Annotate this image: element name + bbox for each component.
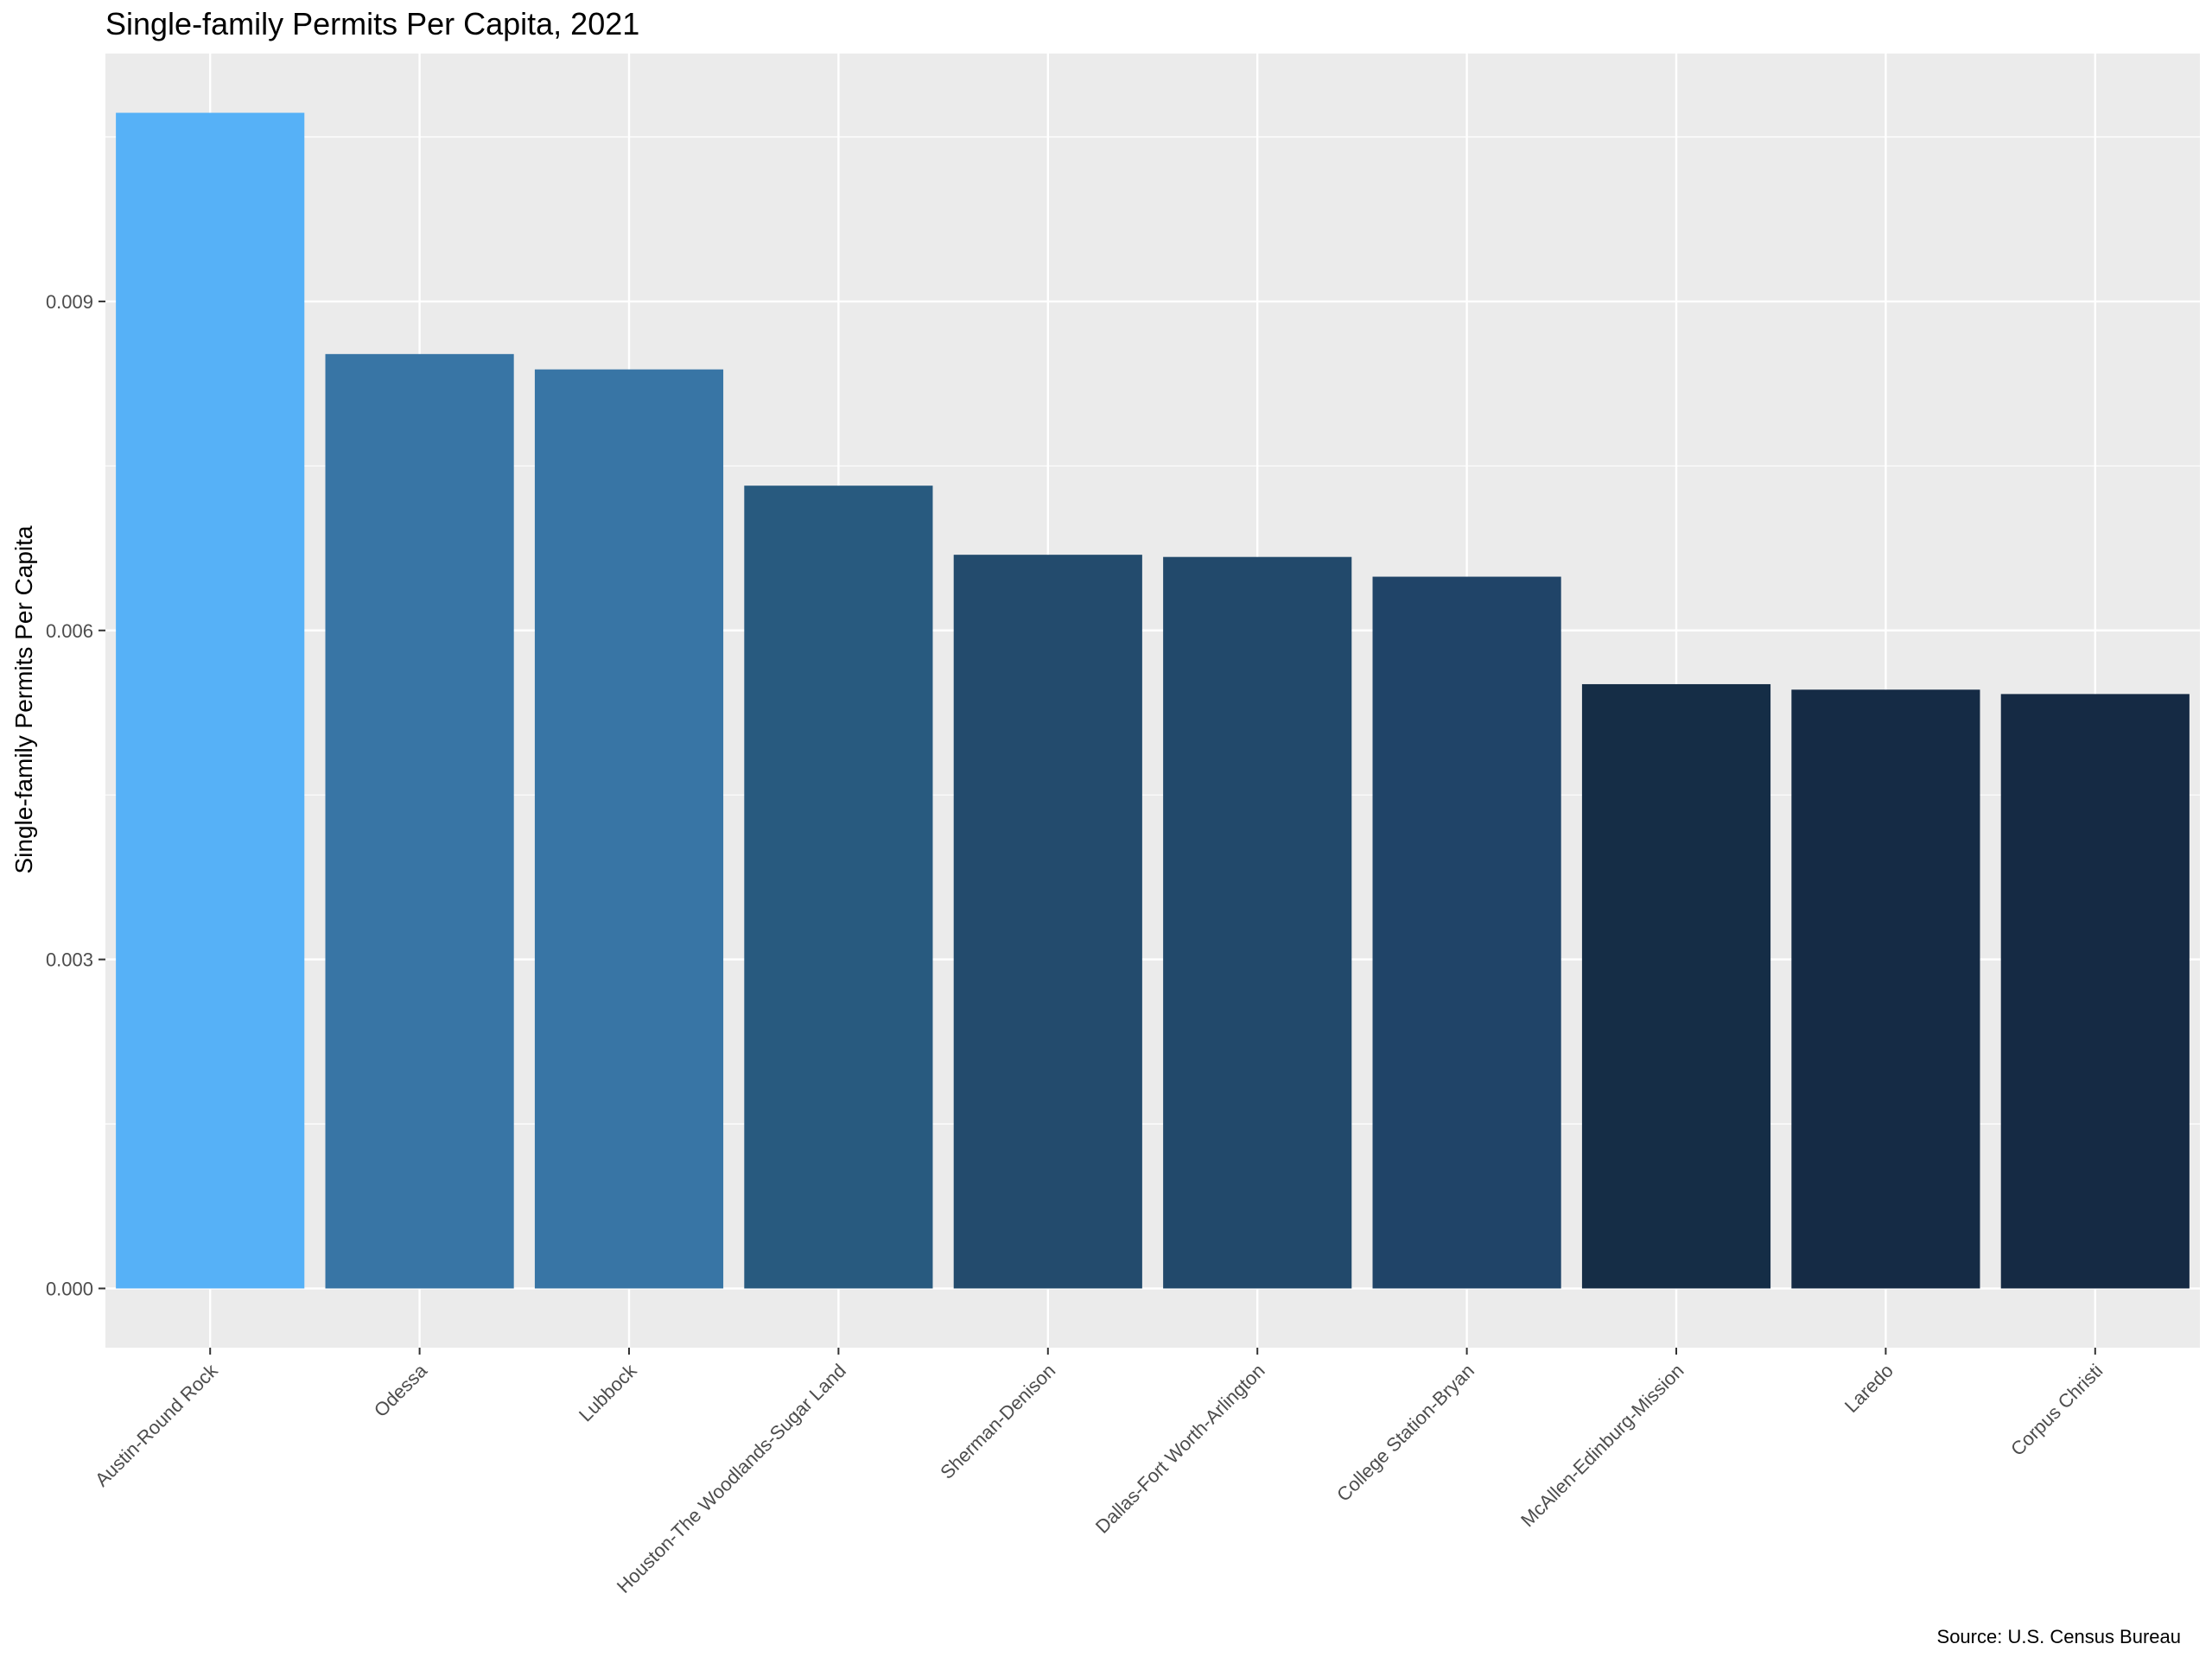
x-tick-label: College Station-Bryan xyxy=(1332,1360,1478,1506)
x-tick-label: Dallas-Fort Worth-Arlington xyxy=(1091,1360,1269,1538)
x-tick-label: Corpus Christi xyxy=(2006,1360,2107,1460)
bar-corpus-christi xyxy=(2000,694,2190,1289)
bar-college-station-bryan xyxy=(1372,576,1561,1289)
y-axis: 0.000 0.003 0.006 0.009 xyxy=(46,291,105,1299)
bar-mcallen-edinburg-mission xyxy=(1581,683,1771,1289)
bar-odessa xyxy=(325,353,514,1289)
x-tick-label: Sherman-Denison xyxy=(936,1360,1059,1483)
bar-lubbock xyxy=(534,369,724,1289)
x-tick-label: McAllen-Edinburg-Mission xyxy=(1516,1360,1688,1531)
y-tick-label: 0.009 xyxy=(46,291,93,313)
y-axis-title: Single-family Permits Per Capita xyxy=(10,525,37,873)
x-tick-label: Laredo xyxy=(1840,1360,1897,1417)
bars xyxy=(116,112,2190,1289)
x-tick-label: Odessa xyxy=(370,1359,432,1421)
y-tick-label: 0.000 xyxy=(46,1278,93,1299)
bar-houston-the-woodlands-sugar-land xyxy=(744,486,933,1289)
x-tick-label: Houston-The Woodlands-Sugar Land xyxy=(613,1360,850,1597)
source-caption: Source: U.S. Census Bureau xyxy=(1937,1626,2181,1647)
bar-sherman-denison xyxy=(953,555,1142,1289)
y-tick-label: 0.003 xyxy=(46,949,93,971)
x-axis: Austin-Round Rock Odessa LubbockHouston-Th… xyxy=(91,1348,2107,1597)
x-tick-label: Lubbock xyxy=(575,1359,641,1425)
bar-laredo xyxy=(1791,689,1980,1289)
bar-dallas-fort-worth-arlington xyxy=(1163,556,1352,1289)
chart-title: Single-family Permits Per Capita, 2021 xyxy=(105,6,639,41)
x-tick-label: Austin-Round Rock xyxy=(91,1359,222,1490)
y-tick-label: 0.006 xyxy=(46,620,93,642)
bar-austin-round-rock xyxy=(116,112,305,1289)
